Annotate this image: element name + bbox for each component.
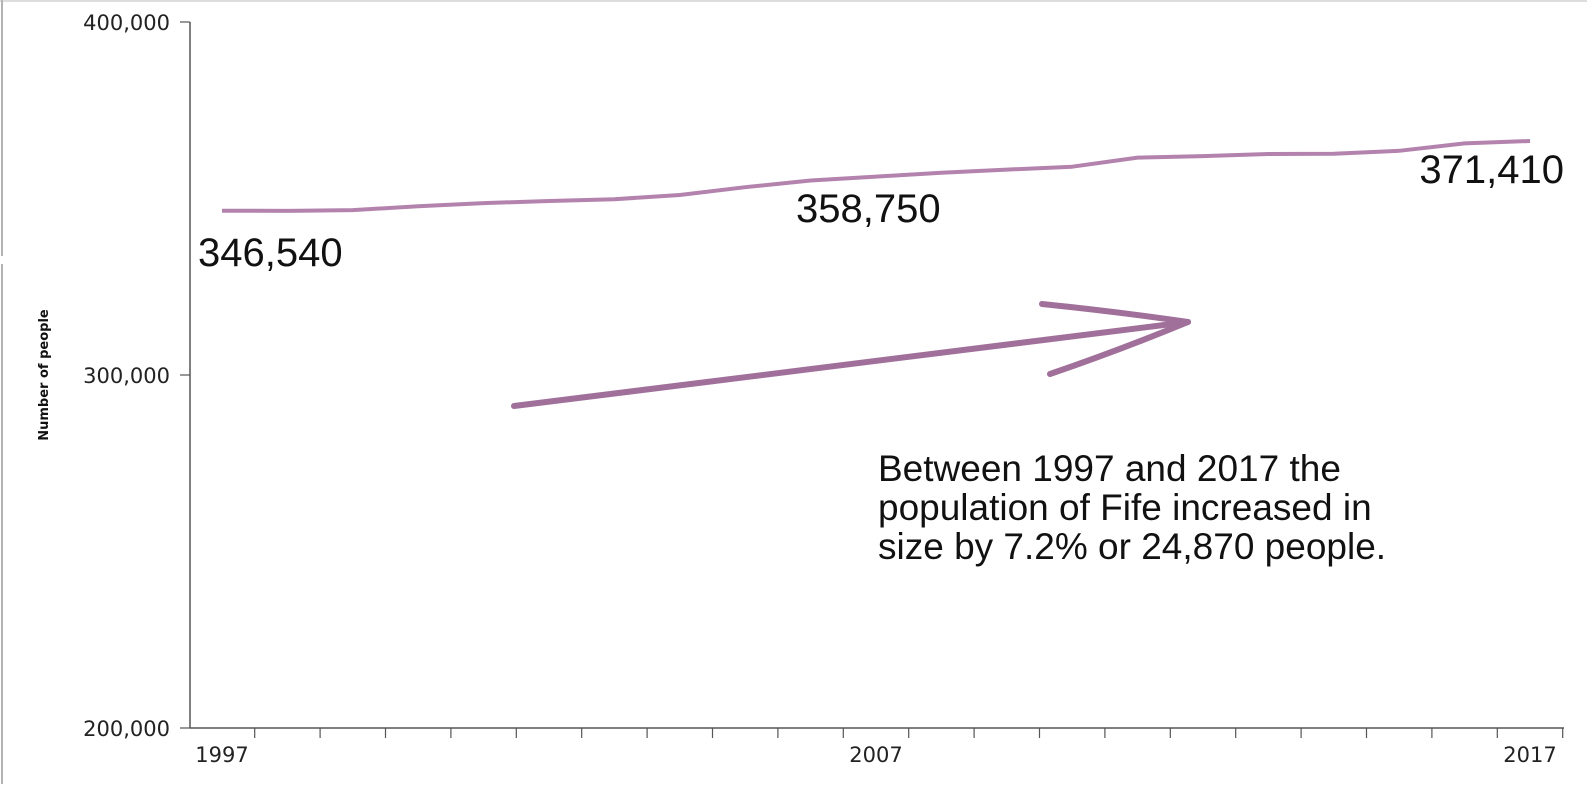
y-tick-label-400000: 400,000 [83,11,170,35]
arrow-head-bottom [1047,319,1191,377]
annotation-line-3: size by 7.2% or 24,870 people. [878,526,1386,567]
x-tick-group [254,728,1564,738]
data-label-2017: 371,410 [1419,148,1564,192]
y-axis-title: Number of people [37,309,52,441]
x-tick-label-1997: 1997 [195,743,248,767]
data-label-2007: 358,750 [796,187,941,231]
border-gap [0,256,6,264]
y-tick-label-200000: 200,000 [83,717,170,741]
data-label-1997: 346,540 [198,231,343,275]
population-line [221,139,1531,213]
y-tick-group: 400,000 300,000 200,000 [83,11,190,741]
x-tick-label-2007: 2007 [849,743,902,767]
annotation-line-1: Between 1997 and 2017 the [878,448,1341,489]
annotation-line-2: population of Fife increased in [878,487,1372,528]
trend-arrow-icon [511,301,1191,409]
x-tick-label-2017: 2017 [1503,743,1556,767]
y-tick-label-300000: 300,000 [83,364,170,388]
arrow-head-top [1039,301,1191,325]
arrow-shaft [511,319,1191,409]
